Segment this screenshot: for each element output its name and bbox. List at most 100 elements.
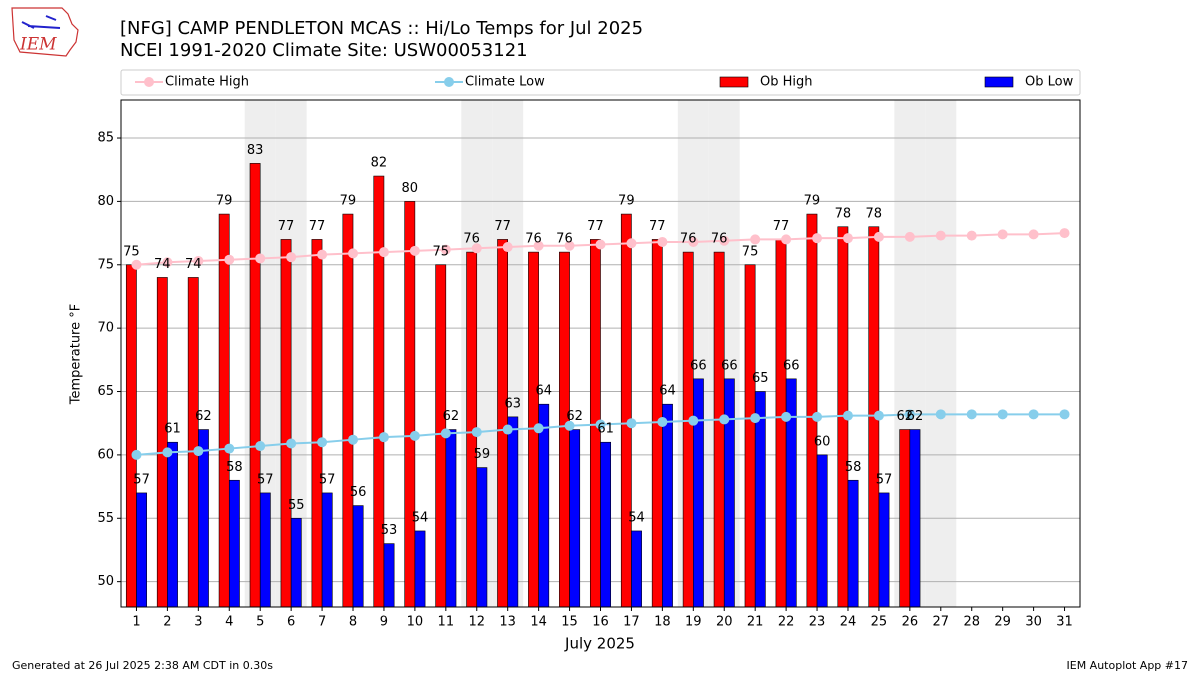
- x-tick-label: 13: [499, 615, 516, 630]
- data-label: 57: [319, 472, 336, 487]
- bar: [662, 403, 673, 608]
- line-marker: [657, 416, 668, 427]
- data-label: 54: [412, 510, 429, 525]
- bar: [342, 213, 354, 608]
- data-label: 76: [525, 232, 542, 247]
- data-label: 79: [216, 194, 233, 209]
- x-tick-label: 28: [963, 615, 980, 630]
- y-tick-label: 85: [97, 131, 114, 146]
- bar: [744, 264, 756, 608]
- data-label: 77: [649, 219, 666, 234]
- line-marker: [1059, 409, 1070, 420]
- line-marker: [564, 420, 575, 431]
- line-marker: [1028, 229, 1039, 240]
- line-marker: [224, 443, 235, 454]
- data-label: 57: [257, 472, 274, 487]
- chart-subtitle: NCEI 1991-2020 Climate Site: USW00053121: [120, 40, 528, 61]
- line-marker: [997, 229, 1008, 240]
- data-label: 79: [340, 194, 357, 209]
- line-marker: [935, 230, 946, 241]
- x-tick-label: 25: [871, 615, 888, 630]
- line-marker: [471, 243, 482, 254]
- legend-label: Climate High: [165, 75, 249, 90]
- legend-item: Ob Low: [984, 75, 1074, 90]
- line-marker: [688, 415, 699, 426]
- data-label: 55: [288, 498, 305, 513]
- x-tick-label: 15: [561, 615, 578, 630]
- line-marker: [904, 409, 915, 420]
- data-label: 77: [494, 219, 511, 234]
- legend-box: [120, 69, 1081, 96]
- data-label: 57: [133, 472, 150, 487]
- x-tick-label: 14: [530, 615, 547, 630]
- data-label: 76: [711, 232, 728, 247]
- x-tick-label: 11: [438, 615, 455, 630]
- bar: [806, 213, 818, 608]
- data-label: 58: [226, 460, 243, 475]
- bar: [290, 517, 302, 608]
- bar: [228, 479, 240, 608]
- line-marker: [595, 239, 606, 250]
- data-label: 62: [907, 409, 924, 424]
- data-label: 66: [690, 358, 707, 373]
- x-tick-label: 18: [654, 615, 671, 630]
- x-tick-label: 17: [623, 615, 640, 630]
- data-label: 53: [381, 523, 398, 538]
- line-marker: [750, 413, 761, 424]
- line-marker: [966, 409, 977, 420]
- line-marker: [378, 432, 389, 443]
- x-tick-label: 6: [287, 615, 295, 630]
- y-tick-label: 70: [97, 321, 114, 336]
- logo: IEM: [11, 7, 79, 57]
- data-label: 75: [432, 244, 449, 259]
- x-tick-label: 23: [809, 615, 826, 630]
- line-marker: [162, 257, 173, 268]
- bar: [125, 264, 137, 608]
- line-marker: [966, 230, 977, 241]
- y-tick-label: 60: [97, 447, 114, 462]
- data-label: 60: [814, 434, 831, 449]
- bar: [754, 391, 766, 608]
- x-tick-label: 5: [256, 615, 264, 630]
- data-label: 74: [185, 257, 202, 272]
- data-label: 63: [505, 396, 522, 411]
- data-label: 66: [783, 358, 800, 373]
- bar: [383, 543, 395, 608]
- bar: [414, 530, 426, 608]
- data-label: 64: [659, 384, 676, 399]
- bar: [404, 201, 416, 608]
- line-marker: [626, 418, 637, 429]
- bar: [156, 277, 168, 608]
- legend-label: Climate Low: [465, 75, 545, 90]
- x-tick-label: 2: [163, 615, 171, 630]
- data-label: 75: [742, 244, 759, 259]
- chart-title: [NFG] CAMP PENDLETON MCAS :: Hi/Lo Temps…: [120, 18, 643, 39]
- x-tick-label: 30: [1025, 615, 1042, 630]
- bar: [600, 441, 612, 608]
- footer-right: IEM Autoplot App #17: [1067, 659, 1189, 672]
- bar: [816, 454, 828, 608]
- x-tick-label: 3: [194, 615, 202, 630]
- y-tick-label: 75: [97, 257, 114, 272]
- bar: [538, 403, 550, 608]
- x-tick-label: 8: [349, 615, 357, 630]
- data-label: 62: [566, 409, 583, 424]
- line-marker: [502, 424, 513, 435]
- legend-swatch-marker: [444, 77, 454, 87]
- logo-icon: [21, 15, 61, 29]
- footer-left: Generated at 26 Jul 2025 2:38 AM CDT in …: [12, 659, 273, 672]
- bar: [311, 239, 323, 608]
- line-marker: [781, 234, 792, 245]
- legend-swatch: [719, 76, 749, 88]
- data-label: 62: [896, 409, 913, 424]
- bar: [507, 416, 519, 608]
- line-marker: [750, 234, 761, 245]
- data-label: 76: [463, 232, 480, 247]
- data-label: 77: [773, 219, 790, 234]
- line-marker: [131, 259, 142, 270]
- line-marker: [162, 447, 173, 458]
- line-marker: [193, 255, 204, 266]
- x-tick-label: 10: [407, 615, 424, 630]
- data-label: 74: [154, 257, 171, 272]
